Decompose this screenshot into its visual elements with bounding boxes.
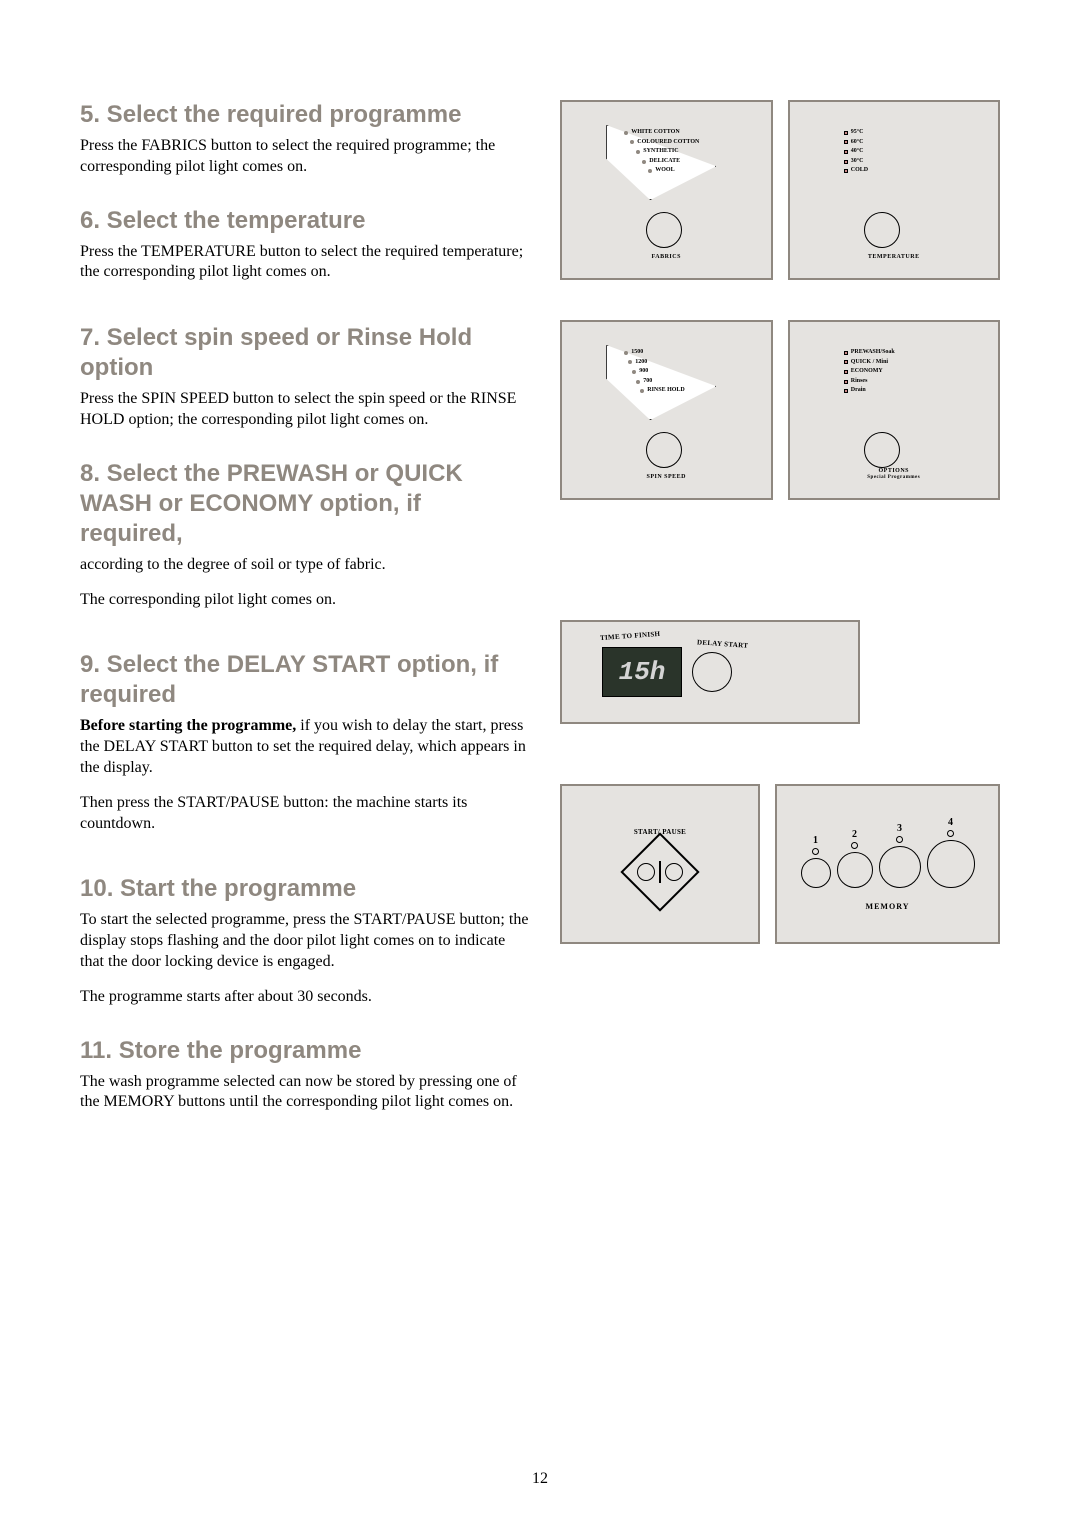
memory-led-icon — [947, 830, 954, 837]
memory-item: 4 — [927, 817, 975, 888]
start-panel: START/ PAUSE — [560, 784, 760, 944]
heading-5: 5. Select the required programme — [80, 100, 530, 130]
body-8b: The corresponding pilot light comes on. — [80, 590, 530, 611]
body-9b: Then press the START/PAUSE button: the m… — [80, 793, 530, 835]
option-label: RINSE HOLD — [640, 386, 685, 396]
fabrics-panel: WHITE COTTONCOLOURED COTTONSYNTHETICDELI… — [560, 100, 773, 280]
body-11: The wash programme selected can now be s… — [80, 1072, 530, 1114]
option-label: 60°C — [844, 138, 868, 148]
heading-10: 10. Start the programme — [80, 874, 530, 904]
options-panel: PREWASH/SoakQUICK / MiniECONOMYRinsesDra… — [788, 320, 1001, 500]
spin-knob — [646, 432, 682, 468]
text-column: 5. Select the required programme Press t… — [80, 100, 530, 1141]
memory-button — [801, 858, 831, 888]
heading-11: 11. Store the programme — [80, 1036, 530, 1066]
memory-label: MEMORY — [866, 902, 910, 911]
memory-item: 2 — [837, 829, 873, 888]
section-5: 5. Select the required programme Press t… — [80, 100, 530, 178]
options-label: OPTIONSSpecial Programmes — [814, 468, 974, 480]
memory-number: 1 — [813, 835, 818, 846]
page-number: 12 — [0, 1470, 1080, 1488]
delay-panel: TIME TO FINISH DELAY START 15h — [560, 620, 860, 724]
heading-9: 9. Select the DELAY START option, if req… — [80, 650, 530, 710]
body-6: Press the TEMPERATURE button to select t… — [80, 242, 530, 284]
option-label: COLOURED COTTON — [630, 138, 699, 148]
memory-led-icon — [896, 836, 903, 843]
time-label: TIME TO FINISH — [600, 630, 661, 642]
heading-6: 6. Select the temperature — [80, 206, 530, 236]
memory-number: 3 — [897, 823, 902, 834]
memory-number: 4 — [948, 817, 953, 828]
memory-led-icon — [851, 842, 858, 849]
heading-8: 8. Select the PREWASH or QUICK WASH or E… — [80, 459, 530, 549]
spin-panel: 15001200900700RINSE HOLD SPIN SPEED — [560, 320, 773, 500]
option-label: 700 — [636, 377, 685, 387]
section-9: 9. Select the DELAY START option, if req… — [80, 650, 530, 834]
body-10a: To start the selected programme, press t… — [80, 910, 530, 972]
option-label: 95°C — [844, 128, 868, 138]
options-knob — [864, 432, 900, 468]
delay-knob — [692, 652, 732, 692]
temperature-panel: 95°C60°C40°C30°CCOLD TEMPERATURE — [788, 100, 1001, 280]
memory-item: 3 — [879, 823, 921, 888]
memory-number: 2 — [852, 829, 857, 840]
option-label: ECONOMY — [844, 367, 895, 377]
section-8: 8. Select the PREWASH or QUICK WASH or E… — [80, 459, 530, 611]
memory-led-icon — [812, 848, 819, 855]
body-7: Press the SPIN SPEED button to select th… — [80, 389, 530, 431]
option-label: 30°C — [844, 157, 868, 167]
section-10: 10. Start the programme To start the sel… — [80, 874, 530, 1007]
option-label: Drain — [844, 386, 895, 396]
section-7: 7. Select spin speed or Rinse Hold optio… — [80, 323, 530, 431]
temperature-label: TEMPERATURE — [814, 254, 974, 260]
option-label: 1500 — [624, 348, 685, 358]
body-8a: according to the degree of soil or type … — [80, 555, 530, 576]
body-9a: Before starting the programme, if you wi… — [80, 716, 530, 778]
option-label: WHITE COTTON — [624, 128, 699, 138]
memory-button — [879, 846, 921, 888]
memory-button — [837, 852, 873, 888]
option-label: QUICK / Mini — [844, 358, 895, 368]
body-10b: The programme starts after about 30 seco… — [80, 987, 530, 1008]
temperature-knob — [864, 212, 900, 248]
body-5: Press the FABRICS button to select the r… — [80, 136, 530, 178]
fabrics-knob — [646, 212, 682, 248]
memory-button — [927, 840, 975, 888]
option-label: WOOL — [648, 166, 699, 176]
section-6: 6. Select the temperature Press the TEMP… — [80, 206, 530, 284]
delay-display: 15h — [602, 647, 682, 697]
start-button-icon — [620, 832, 699, 911]
section-11: 11. Store the programme The wash program… — [80, 1036, 530, 1114]
option-label: COLD — [844, 166, 868, 176]
memory-item: 1 — [801, 835, 831, 888]
memory-panel: 1 2 3 4 MEMORY — [775, 784, 1000, 944]
option-label: SYNTHETIC — [636, 147, 699, 157]
option-label: DELICATE — [642, 157, 699, 167]
option-label: 40°C — [844, 147, 868, 157]
option-label: Rinses — [844, 377, 895, 387]
spin-label: SPIN SPEED — [586, 474, 746, 480]
fabrics-label: FABRICS — [586, 254, 746, 260]
option-label: 1200 — [628, 358, 685, 368]
heading-7: 7. Select spin speed or Rinse Hold optio… — [80, 323, 530, 383]
diagram-column: WHITE COTTONCOLOURED COTTONSYNTHETICDELI… — [560, 100, 1000, 1141]
option-label: PREWASH/Soak — [844, 348, 895, 358]
option-label: 900 — [632, 367, 685, 377]
